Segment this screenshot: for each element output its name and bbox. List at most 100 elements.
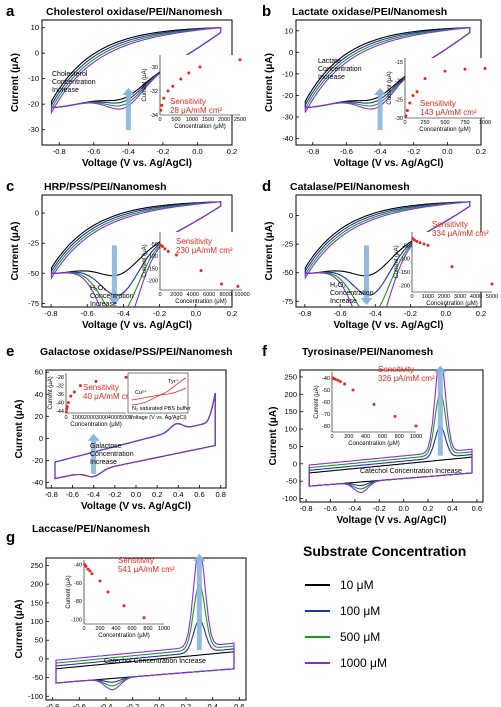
inset-data-point <box>159 108 163 112</box>
sensitivity-label: Sensitivity <box>83 383 119 392</box>
inset-data-point <box>187 71 191 75</box>
inset-x-tick-label: 750 <box>460 120 469 126</box>
x-tick-label: -0.6 <box>87 147 100 156</box>
concentration-annotation: Cholesterol <box>52 71 88 78</box>
inset-x-tick-label: 1000 <box>158 626 170 632</box>
inset-y-tick-label: -80 <box>74 599 82 605</box>
panel-title-b: Lactate oxidase/PEI/Nanomesh <box>292 6 447 18</box>
inset-x-tick-label: 3000 <box>454 294 466 300</box>
inset-y-tick-label: -60 <box>74 581 82 587</box>
inset2-label-cu: Cu²⁺ <box>135 389 147 396</box>
inset-background <box>412 232 492 292</box>
y-tick-label: 10 <box>31 23 39 32</box>
inset-data-point <box>86 567 90 571</box>
inset2-frame <box>127 372 189 414</box>
inset-x-tick-label: 0 <box>64 415 67 421</box>
inset-data-point <box>171 84 175 88</box>
inset-data-point <box>69 394 73 398</box>
y-tick-label: -10 <box>282 69 293 78</box>
inset-data-point <box>160 103 164 107</box>
cv-series-1000M <box>54 392 216 480</box>
concentration-annotation: Increase <box>90 301 117 308</box>
inset-data-point <box>198 65 202 69</box>
y-tick-label: 40 <box>35 390 43 399</box>
concentration-arrowhead <box>193 553 206 561</box>
inset-data-point <box>393 414 397 418</box>
concentration-annotation: Catechol Concentration Increase <box>360 468 462 475</box>
inset-data-point <box>122 604 126 608</box>
inset-d: 0 1000 2000 3000 4000 5000 -200 -150 -100 -50 Conc… <box>394 220 498 307</box>
y-tick-label: 250 <box>284 372 297 381</box>
inset-x-tick-label: 8000 <box>219 292 231 298</box>
sensitivity-label: 143 μA/mM cm² <box>420 108 477 117</box>
concentration-annotation: Concentration <box>318 66 362 73</box>
panel-f: f Tyrosinase/PEI/Nanomesh -0.8 -0.6 -0.4 -0.2… <box>262 343 484 526</box>
x-axis-label: Voltage (V vs. Ag/AgCl) <box>81 501 191 512</box>
inset-data-point <box>124 375 128 379</box>
inset-y-tick-label: -200 <box>399 283 410 289</box>
inset-data-point <box>160 245 164 248</box>
inset2-x-label: Voltage (V vs. Ag/AgCl) <box>129 415 186 421</box>
inset-x-tick-label: 3000 <box>96 415 108 421</box>
x-tick-label: 0.2 <box>423 504 433 513</box>
inset-x-tick-label: 400 <box>111 626 120 632</box>
legend-entry: 500 μM <box>340 630 380 644</box>
x-tick-label: 0.2 <box>476 147 486 156</box>
concentration-annotation: Increase <box>318 74 345 81</box>
y-tick-label: -40 <box>32 478 43 487</box>
sensitivity-label: Sensitivity <box>170 97 206 106</box>
x-axis-label: Voltage (V vs. Ag/AgCl) <box>82 158 192 169</box>
inset-c: 0 2000 4000 6000 8000 10000 -200 -150 -100 -50 Con… <box>142 232 250 305</box>
y-tick-label: 100 <box>30 617 43 626</box>
y-axis-label: Current (μA) <box>10 222 21 281</box>
inset-x-tick-label: 200 <box>95 626 104 632</box>
panel-a: a Cholesterol oxidase/PEI/Nanomesh -0.8 -0.… <box>6 3 246 169</box>
inset-data-point <box>72 390 76 394</box>
cv-series-10M <box>55 651 235 684</box>
inset-background <box>66 373 126 413</box>
legend-entry: 100 μM <box>340 604 380 618</box>
inset-y-tick-label: -28 <box>56 375 64 381</box>
x-tick-label: -0.8 <box>298 309 311 318</box>
inset-data-point <box>174 253 178 257</box>
inset-x-tick-label: 800 <box>395 434 404 440</box>
x-tick-label: -0.2 <box>153 309 166 318</box>
concentration-annotation: Increase <box>330 298 357 305</box>
panel-letter-b: b <box>262 3 271 20</box>
x-tick-label: 0.0 <box>442 147 452 156</box>
inset-data-point <box>166 249 170 253</box>
inset-data-point <box>343 382 347 386</box>
x-tick-label: -0.2 <box>373 504 386 513</box>
inset-data-point <box>88 569 92 573</box>
inset-x-tick-label: 800 <box>143 626 152 632</box>
concentration-arrowhead <box>122 88 135 95</box>
inset-y-axis-label: Current (μA) <box>142 244 148 277</box>
inset-x-tick-label: 0 <box>403 120 406 126</box>
concentration-annotation: Increase <box>90 459 117 466</box>
legend: Substrate Concentration 10 μM 100 μM 500 μM… <box>303 543 466 670</box>
inset-x-tick-label: 400 <box>361 434 370 440</box>
cv-series-1000M <box>308 370 473 494</box>
inset-data-point <box>336 378 340 382</box>
inset-data-point <box>179 77 183 81</box>
x-tick-label: 0.4 <box>173 490 183 499</box>
x-tick-label: 0.0 <box>131 490 141 499</box>
inset-data-point <box>418 241 422 245</box>
sensitivity-label: Sensitivity <box>420 99 456 108</box>
inset-data-point <box>483 67 487 70</box>
inset-y-tick-label: -200 <box>147 278 158 284</box>
sensitivity-label: 334 μA/mM cm² <box>432 229 489 238</box>
inset-y-axis-label: Current (μA) <box>66 575 72 608</box>
y-axis-label: Current (μA) <box>264 53 275 112</box>
inset-data-point <box>423 77 427 81</box>
y-tick-label: 0 <box>289 211 293 220</box>
inset-background <box>84 560 164 624</box>
inset-x-tick-label: 5000 <box>486 294 498 300</box>
concentration-annotation: Catechol Concentration Increase <box>104 658 206 665</box>
inset-y-tick-label: -50 <box>322 388 330 394</box>
y-tick-label: -75 <box>282 297 293 306</box>
inset-data-point <box>415 90 419 94</box>
panel-title-f: Tyrosinase/PEI/Nanomesh <box>302 346 433 358</box>
y-tick-label: -50 <box>32 673 43 682</box>
